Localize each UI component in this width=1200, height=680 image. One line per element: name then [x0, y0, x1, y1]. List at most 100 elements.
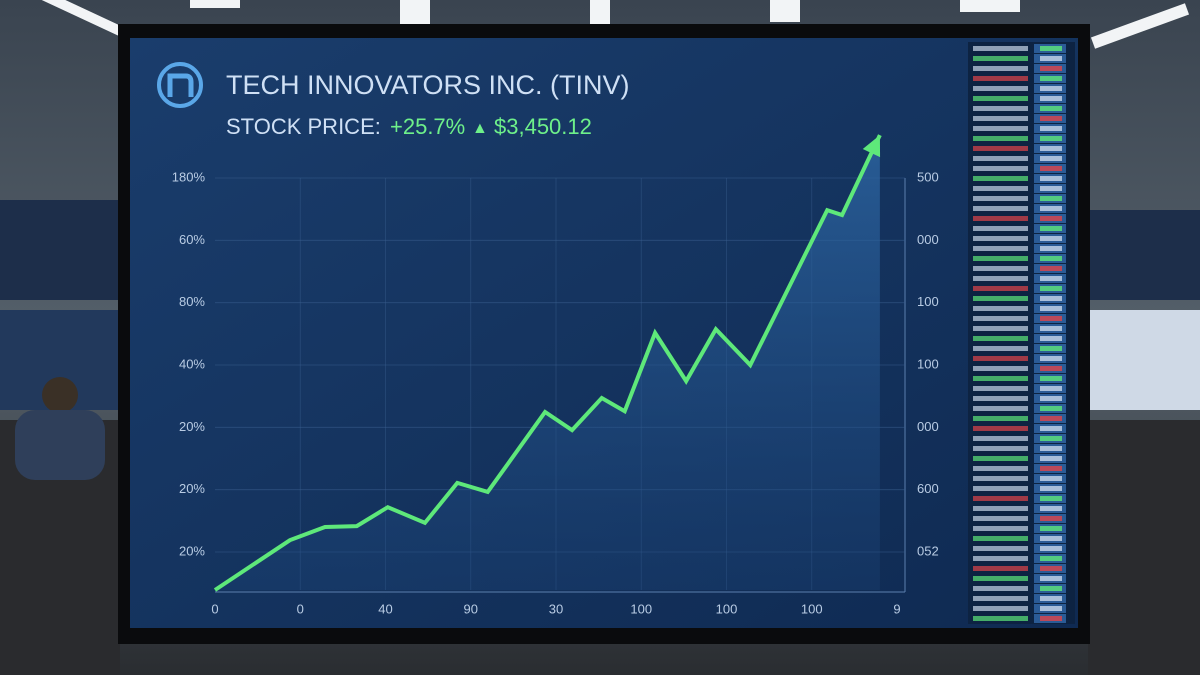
ticker-cell — [973, 206, 1028, 211]
x-tick-label: 9 — [893, 601, 900, 616]
ticker-cell — [1040, 346, 1062, 351]
ticker-cell — [973, 66, 1028, 71]
ticker-cell — [973, 176, 1028, 181]
logo — [157, 62, 203, 108]
ticker-cell — [1040, 536, 1062, 541]
x-tick-label: 100 — [801, 601, 823, 616]
ticker-cell — [1040, 266, 1062, 271]
ticker-cell — [1040, 176, 1062, 181]
ceiling-lights — [23, 0, 1190, 49]
ticker-cell — [973, 346, 1028, 351]
ticker-cell — [973, 406, 1028, 411]
ticker-cell — [1040, 76, 1062, 81]
ticker-cell — [973, 276, 1028, 281]
ticker-cell — [973, 236, 1028, 241]
x-tick-label: 90 — [464, 601, 478, 616]
ticker-cell — [973, 326, 1028, 331]
ticker-cell — [973, 76, 1028, 81]
ticker-cell — [973, 136, 1028, 141]
y2-tick-label: 100 — [917, 356, 939, 371]
title: TECH INNOVATORS INC. (TINV) — [226, 70, 630, 100]
ticker-cell — [973, 186, 1028, 191]
y2-tick-label: 600 — [917, 481, 939, 496]
ticker-cell — [1040, 276, 1062, 281]
price-change: +25.7% — [390, 114, 465, 139]
y2-tick-label: 000 — [917, 419, 939, 434]
ticker-cell — [973, 506, 1028, 511]
ticker-cell — [1040, 126, 1062, 131]
ticker-cell — [1040, 546, 1062, 551]
ticker-cell — [1040, 146, 1062, 151]
ticker-cell — [1040, 336, 1062, 341]
ticker-cell — [973, 366, 1028, 371]
ticker-cell — [1040, 116, 1062, 121]
ticker-cell — [1040, 606, 1062, 611]
ticker-cell — [973, 356, 1028, 361]
price-label: STOCK PRICE: — [226, 114, 381, 139]
ticker-cell — [1040, 616, 1062, 621]
ticker-cell — [1040, 66, 1062, 71]
x-tick-label: 0 — [211, 601, 218, 616]
x-tick-label: 0 — [297, 601, 304, 616]
ticker-cell — [973, 536, 1028, 541]
ticker-cell — [1040, 406, 1062, 411]
y-tick-label: 60% — [179, 232, 205, 247]
ticker-cell — [973, 286, 1028, 291]
x-tick-label: 100 — [716, 601, 738, 616]
ticker-cell — [1040, 246, 1062, 251]
ticker-cell — [1040, 86, 1062, 91]
ticker-cell — [1040, 476, 1062, 481]
ticker-cell — [1040, 386, 1062, 391]
ticker-cell — [1040, 456, 1062, 461]
ticker-cell — [973, 156, 1028, 161]
y-tick-label: 20% — [179, 543, 205, 558]
ticker-cell — [973, 46, 1028, 51]
ticker-cell — [973, 116, 1028, 121]
ticker-cell — [973, 596, 1028, 601]
ticker-cell — [973, 246, 1028, 251]
ticker-cell — [1040, 46, 1062, 51]
ticker-cell — [973, 516, 1028, 521]
ticker-cell — [1040, 396, 1062, 401]
ticker-cell — [973, 256, 1028, 261]
ticker-cell — [1040, 496, 1062, 501]
background-monitors — [0, 200, 1200, 675]
ticker-cell — [973, 496, 1028, 501]
ticker-cell — [1040, 136, 1062, 141]
ticker-cell — [1040, 196, 1062, 201]
y2-tick-label: 052 — [917, 543, 939, 558]
ticker-cell — [973, 586, 1028, 591]
y2-tick-label: 100 — [917, 294, 939, 309]
ticker-cell — [1040, 596, 1062, 601]
ticker-cell — [1040, 506, 1062, 511]
ticker-cell — [1040, 316, 1062, 321]
ticker-cell — [1040, 586, 1062, 591]
ticker-cell — [1040, 166, 1062, 171]
ticker-cell — [973, 436, 1028, 441]
ticker-cell — [1040, 376, 1062, 381]
y2-tick-label: 500 — [917, 169, 939, 184]
ticker-cell — [973, 546, 1028, 551]
ticker-cell — [973, 566, 1028, 571]
x-tick-label: 30 — [549, 601, 563, 616]
ticker-cell — [1040, 556, 1062, 561]
ticker-cell — [973, 376, 1028, 381]
ticker-cell — [973, 556, 1028, 561]
price-arrow: ▲ — [472, 120, 488, 137]
ticker-rows — [973, 44, 1066, 623]
y-tick-label: 20% — [179, 419, 205, 434]
ticker-cell — [1040, 156, 1062, 161]
y-tick-label: 180% — [172, 169, 206, 184]
ticker-cell — [1040, 296, 1062, 301]
ticker-cell — [973, 386, 1028, 391]
ticker-cell — [973, 466, 1028, 471]
arrow-head — [862, 135, 881, 158]
ticker-cell — [973, 486, 1028, 491]
ticker-cell — [973, 616, 1028, 621]
ticker-cell — [973, 216, 1028, 221]
ticker-cell — [1040, 56, 1062, 61]
ticker-cell — [973, 266, 1028, 271]
y-tick-label: 20% — [179, 481, 205, 496]
ticker-cell — [1040, 186, 1062, 191]
